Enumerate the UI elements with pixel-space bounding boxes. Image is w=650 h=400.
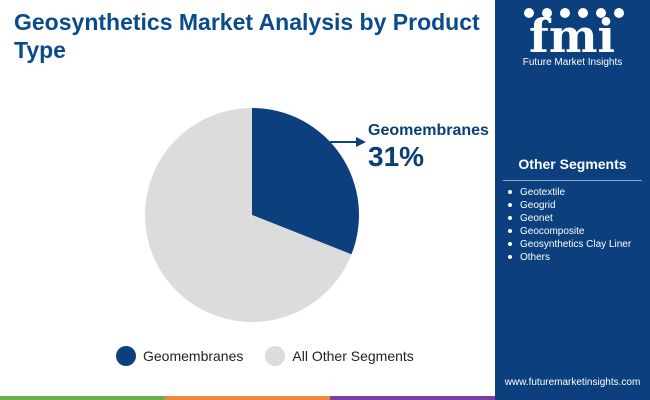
page-title: Geosynthetics Market Analysis by Product… (14, 9, 480, 63)
other-segments-list: Geotextile Geogrid Geonet Geocomposite G… (503, 186, 631, 264)
callout-label: Geomembranes (368, 122, 489, 139)
legend-label: Geomembranes (143, 348, 244, 364)
legend-item-geomembranes: Geomembranes (116, 346, 243, 366)
pie-slice-geomembranes (252, 108, 359, 255)
list-item: Geotextile (503, 186, 631, 199)
legend-label: All Other Segments (292, 348, 414, 364)
fmi-logo-icon: fmi (524, 8, 624, 63)
footer-bar-green (0, 396, 165, 400)
chart-legend: Geomembranes All Other Segments (116, 346, 436, 366)
footer-bar-purple (330, 396, 495, 400)
callout-arrow-icon (356, 137, 366, 147)
website-link[interactable]: www.futuremarketinsights.com (504, 377, 641, 388)
sidebar: fmi Future Market Insights Other Segment… (495, 0, 650, 400)
logo-subtitle: Future Market Insights (522, 57, 623, 68)
list-item: Geonet (503, 212, 631, 225)
footer-bar-orange (165, 396, 330, 400)
legend-item-other-segments: All Other Segments (265, 346, 414, 366)
list-item: Geocomposite (503, 225, 631, 238)
callout-value: 31% (368, 141, 425, 172)
pie-chart (144, 108, 366, 322)
list-item: Geogrid (503, 199, 631, 212)
pie-slice-all-other-segments (144, 108, 352, 322)
legend-swatch (116, 346, 136, 366)
divider (503, 180, 642, 181)
logo-mark: fmi (529, 9, 615, 63)
other-segments-title: Other Segments (518, 156, 627, 172)
list-item: Geosynthetics Clay Liner (503, 238, 631, 251)
legend-swatch (265, 346, 286, 366)
list-item: Others (503, 251, 631, 264)
